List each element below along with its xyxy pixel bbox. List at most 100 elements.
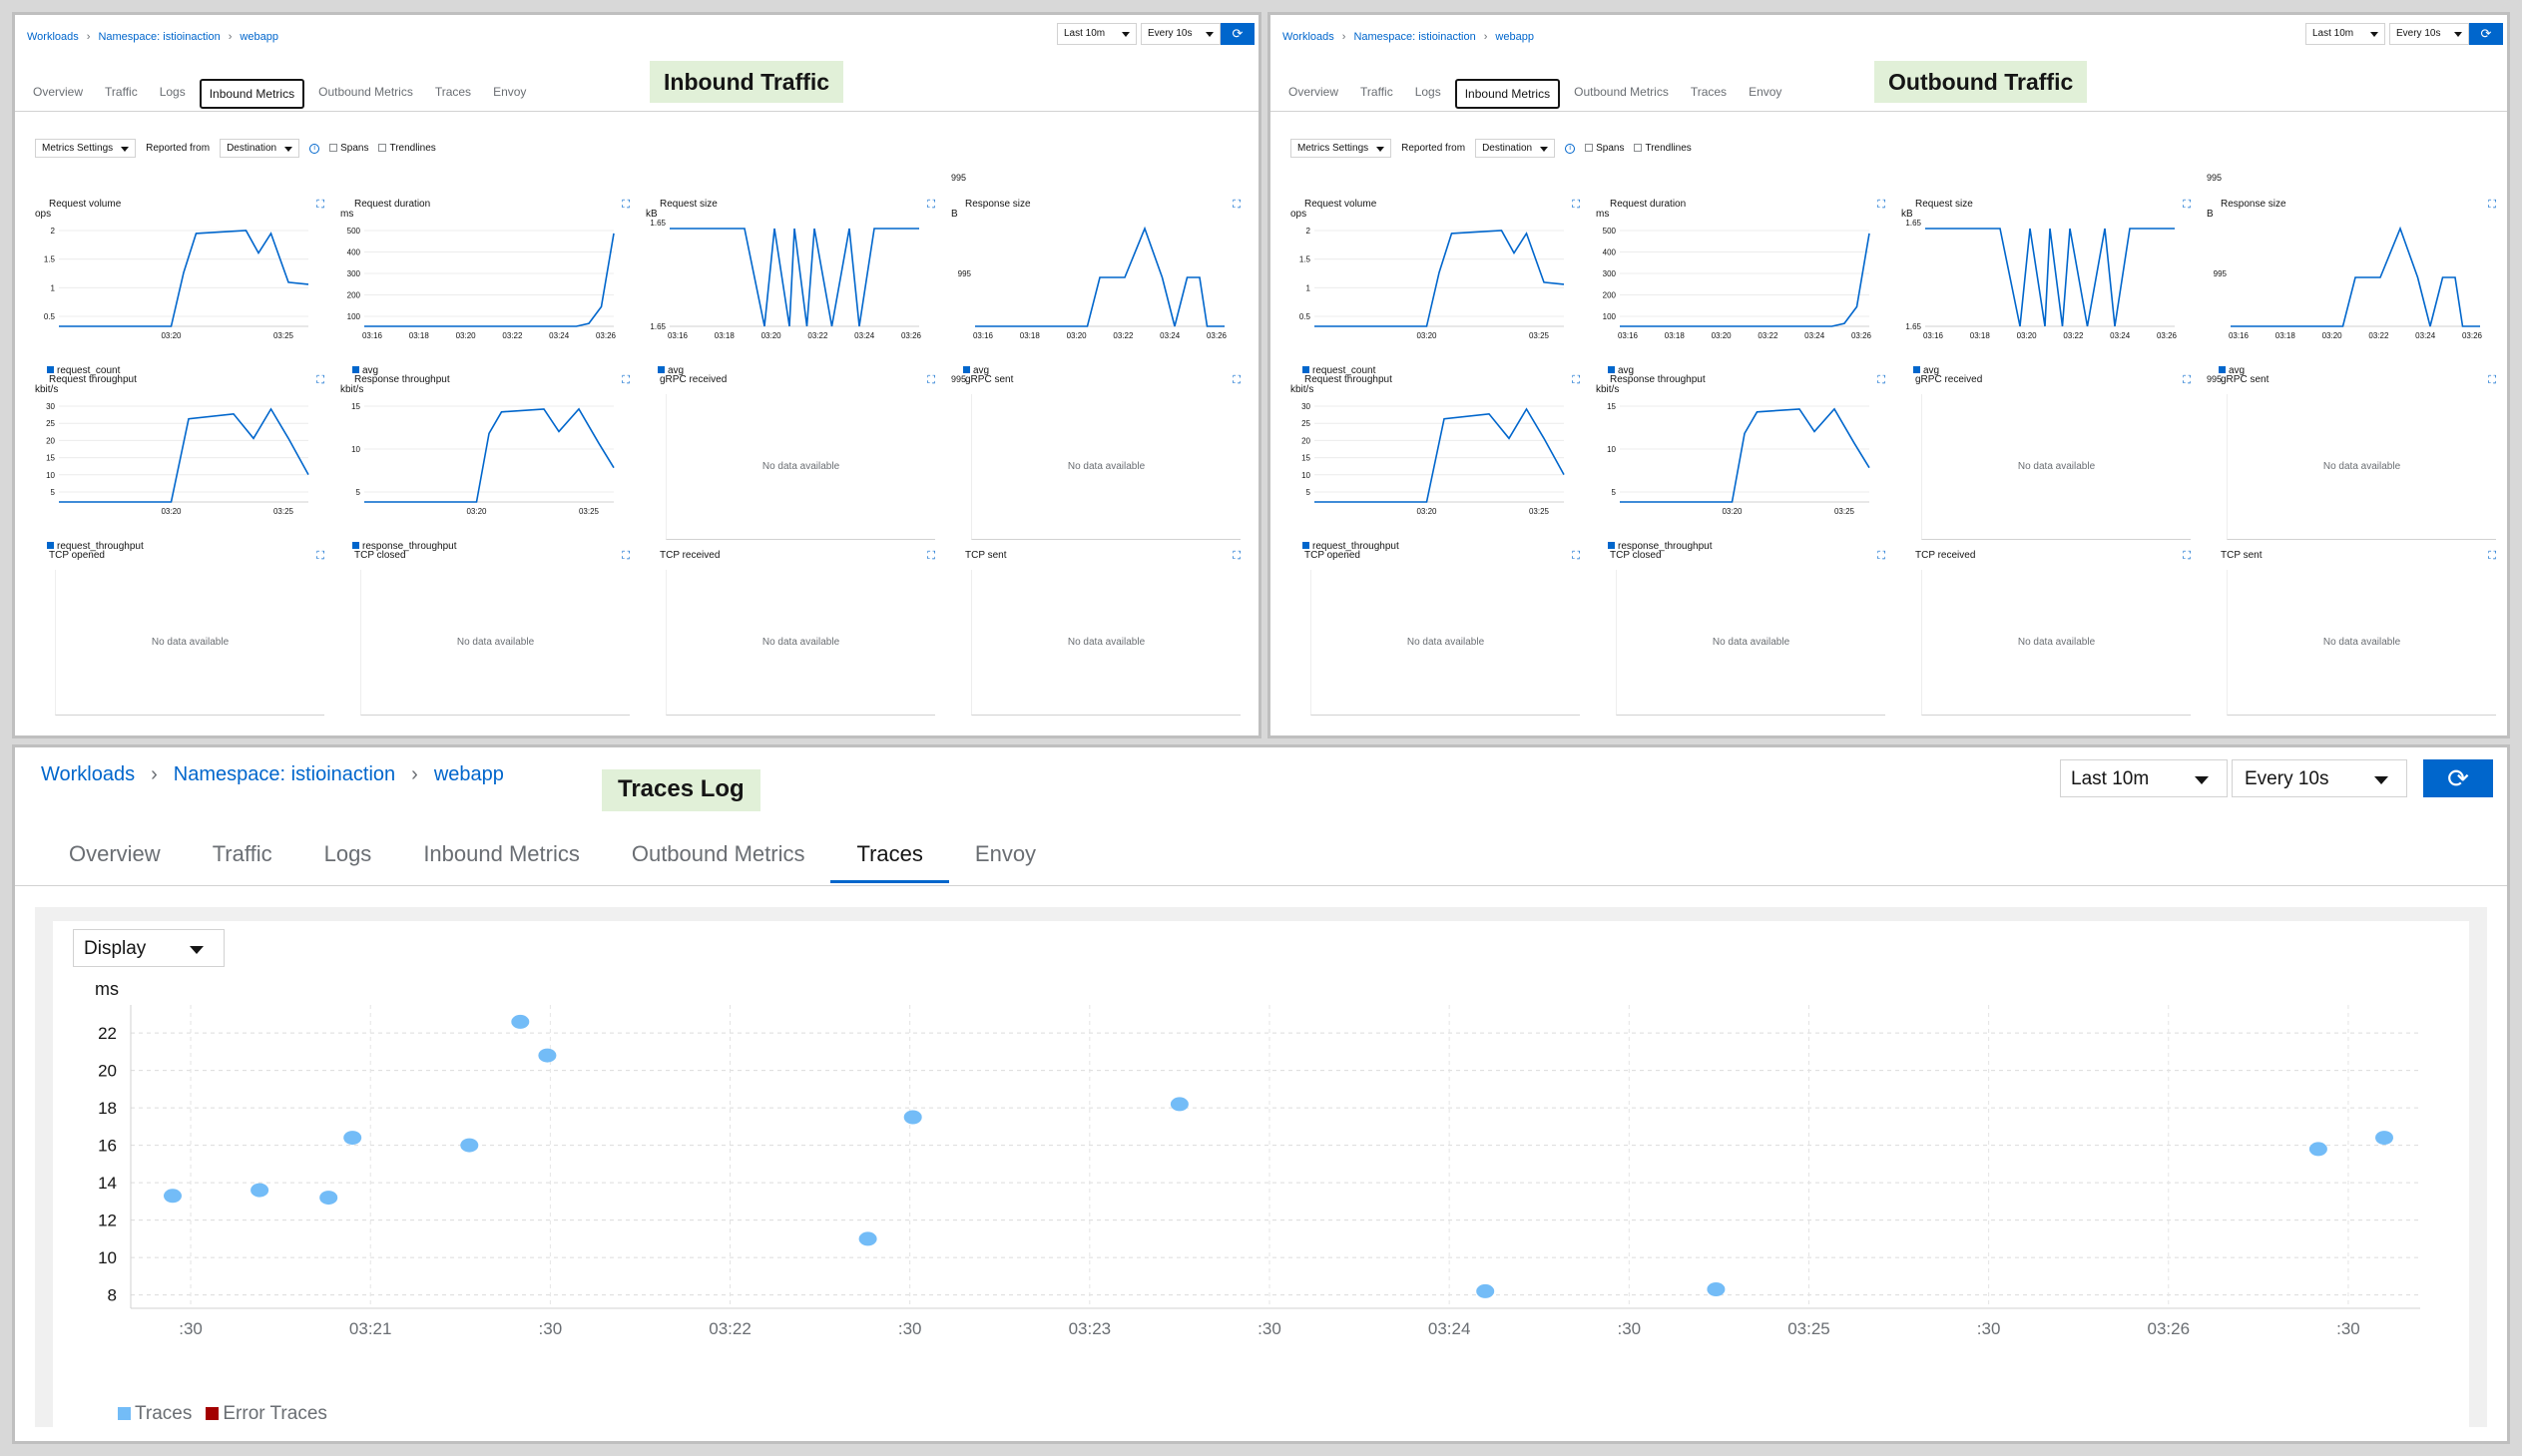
expand-icon[interactable]: ⛶	[1877, 199, 1885, 211]
tab-overview[interactable]: Overview	[33, 85, 84, 99]
breadcrumb-workloads[interactable]: Workloads	[27, 31, 79, 43]
metric-chart[interactable]: 995 03:16 03:18 03:20 03:22 03:24 03:26	[951, 215, 1241, 344]
trace-point[interactable]	[903, 1110, 922, 1125]
metric-legend[interactable]: response_throughput	[1608, 541, 1713, 552]
tab-traffic[interactable]: Traffic	[212, 841, 272, 866]
tab-traces[interactable]: Traces	[1690, 85, 1728, 99]
trace-point[interactable]	[319, 1191, 338, 1206]
expand-icon[interactable]: ⛶	[622, 199, 630, 211]
tab-inbound-metrics[interactable]: Inbound Metrics	[423, 841, 580, 866]
breadcrumb-app[interactable]: webapp	[433, 763, 504, 785]
breadcrumb-namespace[interactable]: Namespace: istioinaction	[173, 763, 396, 785]
tab-envoy[interactable]: Envoy	[974, 841, 1037, 866]
series-line[interactable]	[59, 230, 309, 327]
legend-traces[interactable]: Traces	[118, 1403, 192, 1425]
reporter-select[interactable]: Destination	[1475, 139, 1556, 158]
expand-icon[interactable]: ⛶	[622, 550, 630, 562]
tab-envoy[interactable]: Envoy	[493, 85, 527, 99]
metric-legend[interactable]: request_throughput	[47, 541, 144, 552]
metric-legend[interactable]: avg	[2219, 365, 2245, 376]
trace-point[interactable]	[1707, 1282, 1726, 1296]
series-line[interactable]	[975, 226, 1225, 327]
tab-inbound-metrics[interactable]: Inbound Metrics	[199, 79, 305, 109]
expand-icon[interactable]: ⛶	[316, 550, 324, 562]
expand-icon[interactable]: ⛶	[927, 199, 935, 211]
metric-chart[interactable]: 30 25 20 15 10 5 03:20 03:25	[35, 390, 324, 520]
expand-icon[interactable]: ⛶	[316, 374, 324, 386]
expand-icon[interactable]: ⛶	[2488, 374, 2496, 386]
breadcrumb-namespace[interactable]: Namespace: istioinaction	[98, 31, 221, 43]
expand-icon[interactable]: ⛶	[1233, 550, 1241, 562]
legend-error-traces[interactable]: Error Traces	[206, 1403, 327, 1425]
trace-point[interactable]	[460, 1138, 479, 1153]
trace-point[interactable]	[511, 1014, 530, 1029]
metric-chart[interactable]: 15 10 5 03:20 03:25	[1596, 390, 1885, 520]
breadcrumb-namespace[interactable]: Namespace: istioinaction	[1353, 31, 1476, 43]
series-line[interactable]	[364, 407, 615, 503]
expand-icon[interactable]: ⛶	[2183, 550, 2191, 562]
tab-logs[interactable]: Logs	[1414, 85, 1441, 99]
expand-icon[interactable]: ⛶	[1233, 199, 1241, 211]
series-line[interactable]	[1620, 233, 1870, 327]
expand-icon[interactable]: ⛶	[2488, 199, 2496, 211]
trace-point[interactable]	[251, 1183, 269, 1198]
breadcrumb-app[interactable]: webapp	[1495, 31, 1534, 43]
series-line[interactable]	[1925, 228, 2175, 327]
metrics-settings-select[interactable]: Metrics Settings	[35, 139, 137, 158]
trace-point[interactable]	[2375, 1131, 2393, 1146]
time-range-select[interactable]: Last 10m	[2060, 759, 2228, 797]
trace-point[interactable]	[164, 1189, 182, 1204]
series-line[interactable]	[670, 228, 919, 327]
reporter-select[interactable]: Destination	[220, 139, 300, 158]
breadcrumb-workloads[interactable]: Workloads	[41, 763, 136, 785]
metric-chart[interactable]: 2 1.5 1 0.5 03:20 03:25	[35, 215, 324, 344]
expand-icon[interactable]: ⛶	[1877, 374, 1885, 386]
series-line[interactable]	[2231, 226, 2480, 327]
tab-outbound-metrics[interactable]: Outbound Metrics	[1574, 85, 1669, 99]
metric-legend[interactable]: avg	[352, 365, 378, 376]
breadcrumb-app[interactable]: webapp	[240, 31, 278, 43]
metric-chart[interactable]: 2 1.5 1 0.5 03:20 03:25	[1290, 215, 1580, 344]
trace-point[interactable]	[538, 1048, 557, 1063]
expand-icon[interactable]: ⛶	[2183, 199, 2191, 211]
metric-chart[interactable]: 500 400 300 200 100 03:16 03:18 03:20 03:22 03:24…	[340, 215, 630, 344]
refresh-interval-select[interactable]: Every 10s	[2232, 759, 2407, 797]
trace-point[interactable]	[1170, 1097, 1189, 1112]
trendlines-checkbox[interactable]: Trendlines	[1634, 143, 1692, 154]
metric-legend[interactable]: request_count	[47, 365, 120, 376]
spans-checkbox[interactable]: Spans	[1585, 143, 1624, 154]
traces-scatter-chart[interactable]: ms 8 10 12 14 16 18 20 22:30 03:21:30 03:22:30 03:2…	[55, 975, 2470, 1394]
expand-icon[interactable]: ⛶	[622, 374, 630, 386]
expand-icon[interactable]: ⛶	[1572, 374, 1580, 386]
metric-chart[interactable]: 995 03:16 03:18 03:20 03:22 03:24 03:26	[2207, 215, 2496, 344]
tab-overview[interactable]: Overview	[69, 841, 161, 866]
sync-icon[interactable]: ⟳	[2469, 23, 2503, 45]
metric-chart[interactable]: 500 400 300 200 100 03:16 03:18 03:20 03:22 03:24…	[1596, 215, 1885, 344]
tab-overview[interactable]: Overview	[1288, 85, 1339, 99]
series-line[interactable]	[1314, 407, 1565, 503]
info-icon[interactable]: i	[1565, 143, 1576, 154]
refresh-interval-select[interactable]: Every 10s	[2389, 23, 2469, 45]
info-icon[interactable]: i	[309, 143, 320, 154]
series-line[interactable]	[1314, 230, 1565, 327]
metric-legend[interactable]: request_count	[1302, 365, 1375, 376]
series-line[interactable]	[59, 407, 309, 503]
tab-inbound-metrics[interactable]: Inbound Metrics	[1454, 79, 1561, 109]
series-line[interactable]	[1620, 407, 1870, 503]
metric-legend[interactable]: avg	[963, 365, 989, 376]
expand-icon[interactable]: ⛶	[1233, 374, 1241, 386]
tab-envoy[interactable]: Envoy	[1749, 85, 1782, 99]
tab-traces[interactable]: Traces	[830, 831, 950, 883]
refresh-interval-select[interactable]: Every 10s	[1141, 23, 1221, 45]
metric-legend[interactable]: avg	[1608, 365, 1634, 376]
trace-point[interactable]	[343, 1131, 362, 1146]
time-range-select[interactable]: Last 10m	[1057, 23, 1137, 45]
breadcrumb-workloads[interactable]: Workloads	[1282, 31, 1334, 43]
expand-icon[interactable]: ⛶	[2488, 550, 2496, 562]
metrics-settings-select[interactable]: Metrics Settings	[1290, 139, 1392, 158]
trendlines-checkbox[interactable]: Trendlines	[378, 143, 436, 154]
tab-logs[interactable]: Logs	[159, 85, 186, 99]
trace-point[interactable]	[1476, 1283, 1495, 1298]
expand-icon[interactable]: ⛶	[927, 550, 935, 562]
